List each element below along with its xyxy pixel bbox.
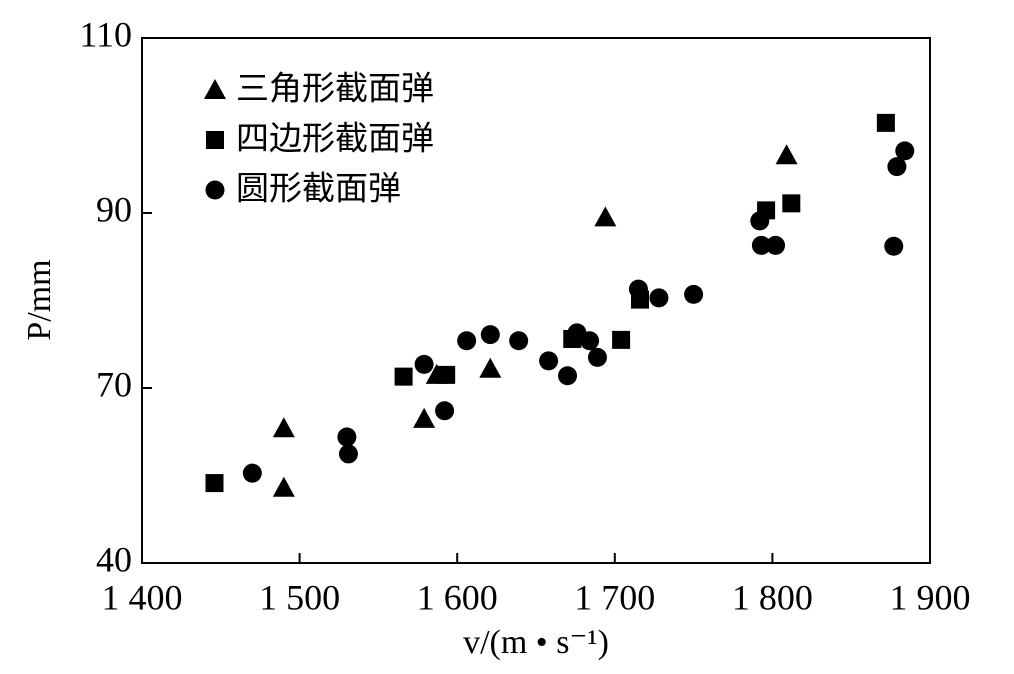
legend-label: 三角形截面弹: [236, 69, 434, 108]
circle-marker: [587, 347, 607, 367]
x-tick-label: 1 500: [259, 577, 340, 617]
x-tick-label: 1 700: [574, 577, 655, 617]
x-tick-label: 1 800: [732, 577, 813, 617]
triangle-marker: [204, 79, 226, 99]
circle-marker: [337, 427, 357, 447]
circle-marker: [887, 157, 907, 177]
triangle-marker: [479, 357, 502, 378]
plot-frame: [141, 37, 931, 564]
y-tick-label: 90: [96, 189, 132, 229]
triangle-marker: [272, 476, 295, 497]
y-tick-label: 40: [96, 539, 132, 579]
legend-label: 圆形截面弹: [236, 169, 401, 208]
circle-marker: [509, 331, 529, 351]
circle-marker: [414, 354, 434, 374]
circle-marker: [684, 284, 704, 304]
circle-marker: [751, 235, 771, 255]
circle-marker: [457, 331, 477, 351]
circle-marker: [242, 463, 262, 483]
circle-marker: [539, 351, 559, 371]
y-tick-label: 110: [79, 14, 132, 54]
triangle-marker: [775, 144, 798, 165]
legend-label: 四边形截面弹: [236, 119, 434, 158]
circle-marker: [649, 288, 669, 308]
y-tick-label: 70: [96, 364, 132, 404]
circle-marker: [766, 235, 786, 255]
x-axis-label: v/(m • s⁻¹): [463, 624, 609, 661]
square-marker: [782, 194, 801, 213]
y-axis-label: P/mm: [21, 259, 58, 340]
circle-marker: [435, 401, 455, 421]
x-tick-label: 1 900: [890, 577, 971, 617]
circle-marker: [205, 180, 225, 200]
square-marker: [206, 131, 224, 149]
square-marker: [437, 365, 456, 384]
circle-marker: [895, 141, 915, 161]
circle-marker: [628, 279, 648, 299]
triangle-marker: [594, 206, 617, 227]
square-marker: [612, 330, 631, 349]
circle-marker: [480, 325, 500, 345]
circle-marker: [558, 366, 578, 386]
triangle-marker: [272, 417, 295, 438]
circle-marker: [338, 444, 358, 464]
x-tick-label: 1 600: [417, 577, 498, 617]
triangle-marker: [413, 407, 436, 428]
circle-marker: [750, 211, 770, 231]
square-marker: [205, 474, 224, 493]
circle-marker: [884, 236, 904, 256]
square-marker: [394, 367, 413, 386]
square-marker: [876, 113, 895, 132]
circle-marker: [580, 331, 600, 351]
x-tick-label: 1 400: [102, 577, 183, 617]
